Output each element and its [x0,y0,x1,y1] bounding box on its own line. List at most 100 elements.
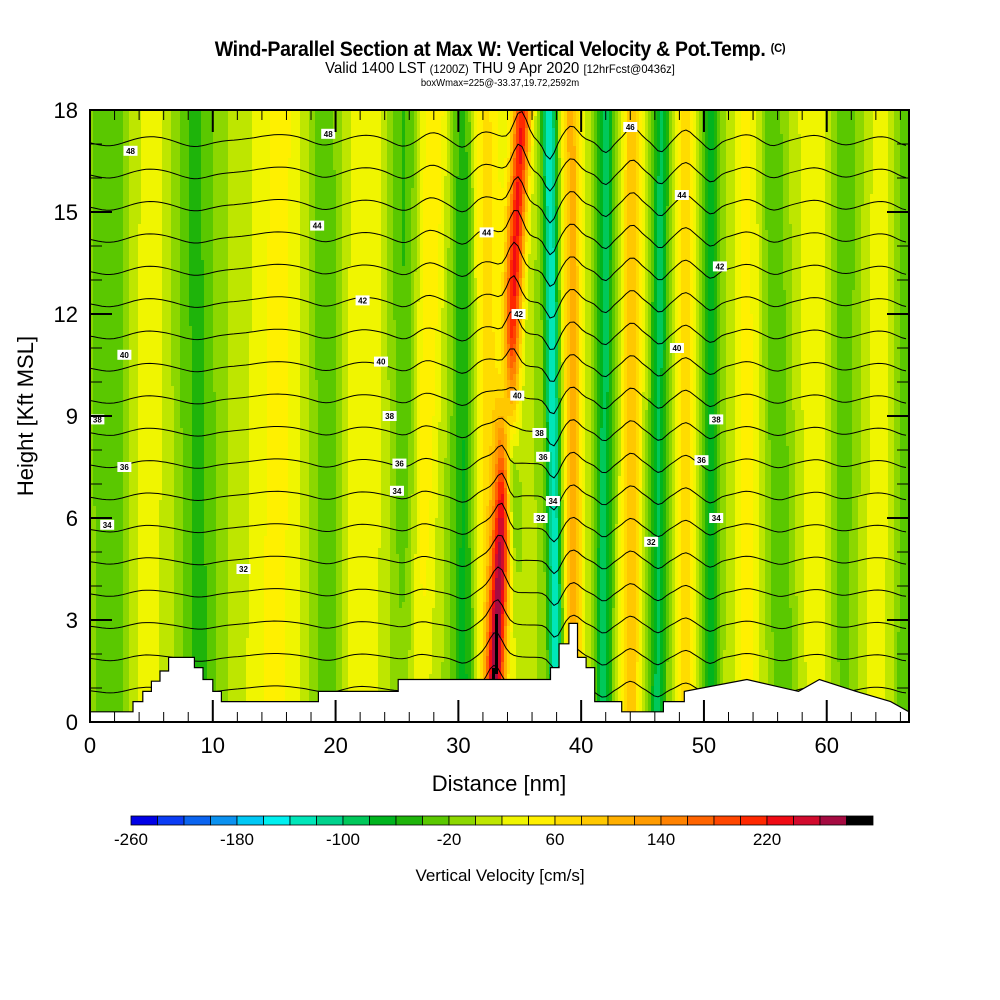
heatmap-cell [492,212,496,219]
heatmap-cell [246,110,250,117]
heatmap-cell [819,116,823,123]
heatmap-cell [315,110,319,117]
heatmap-cell [234,212,238,219]
heatmap-cell [858,182,862,189]
heatmap-cell [621,140,625,147]
heatmap-cell [564,212,568,219]
heatmap-cell [267,140,271,147]
heatmap-cell [891,152,895,159]
heatmap-cell [831,182,835,189]
heatmap-cell [831,206,835,213]
heatmap-cell [195,176,199,183]
heatmap-cell [786,212,790,219]
heatmap-cell [735,152,739,159]
heatmap-cell [342,116,346,123]
heatmap-cell [489,206,493,213]
heatmap-cell [873,128,877,135]
heatmap-cell [747,212,751,219]
heatmap-cell [810,200,814,207]
heatmap-cell [312,176,316,183]
heatmap-cell [141,128,145,135]
heatmap-cell [150,188,154,195]
heatmap-cell [720,182,724,189]
heatmap-cell [306,110,310,117]
heatmap-cell [351,158,355,165]
heatmap-cell [495,170,499,177]
heatmap-cell [726,134,730,141]
heatmap-cell [150,140,154,147]
heatmap-cell [270,218,274,225]
heatmap-cell [831,116,835,123]
heatmap-cell [315,212,319,219]
heatmap-cell [870,212,874,219]
heatmap-cell [204,200,208,207]
heatmap-cell [306,158,310,165]
heatmap-cell [495,188,499,195]
heatmap-cell [879,170,883,177]
heatmap-cell [408,170,412,177]
heatmap-cell [600,170,604,177]
heatmap-cell [123,116,127,123]
heatmap-cell [126,164,130,171]
heatmap-cell [207,200,211,207]
heatmap-cell [246,140,250,147]
heatmap-cell [891,212,895,219]
heatmap-cell [297,116,301,123]
heatmap-cell [330,152,334,159]
heatmap-cell [750,206,754,213]
heatmap-cell [900,170,904,177]
heatmap-cell [807,158,811,165]
heatmap-cell [885,212,889,219]
heatmap-cell [564,110,568,117]
heatmap-cell [519,134,523,141]
heatmap-cell [252,128,256,135]
heatmap-cell [132,122,136,129]
heatmap-cell [426,200,430,207]
heatmap-cell [447,182,451,189]
heatmap-cell [771,188,775,195]
heatmap-cell [660,194,664,201]
heatmap-cell [231,110,235,117]
heatmap-cell [579,170,583,177]
heatmap-cell [642,152,646,159]
heatmap-cell [489,122,493,129]
heatmap-cell [612,140,616,147]
heatmap-cell [282,128,286,135]
heatmap-cell [834,140,838,147]
heatmap-cell [318,134,322,141]
heatmap-cell [555,134,559,141]
heatmap-cell [852,140,856,147]
heatmap-cell [252,212,256,219]
heatmap-cell [312,188,316,195]
heatmap-cell [669,212,673,219]
heatmap-cell [141,212,145,219]
heatmap-cell [837,134,841,141]
heatmap-cell [735,200,739,207]
heatmap-cell [477,206,481,213]
heatmap-cell [345,182,349,189]
heatmap-cell [258,122,262,129]
heatmap-cell [132,182,136,189]
heatmap-cell [177,158,181,165]
heatmap-cell [849,146,853,153]
heatmap-cell [168,206,172,213]
heatmap-cell [528,146,532,153]
heatmap-cell [483,158,487,165]
heatmap-cell [528,140,532,147]
heatmap-cell [765,152,769,159]
heatmap-cell [801,176,805,183]
heatmap-cell [591,116,595,123]
heatmap-cell [594,128,598,135]
heatmap-cell [675,122,679,129]
heatmap-cell [249,128,253,135]
heatmap-cell [444,206,448,213]
heatmap-cell [198,188,202,195]
heatmap-cell [162,128,166,135]
heatmap-cell [768,152,772,159]
heatmap-cell [309,188,313,195]
heatmap-cell [432,158,436,165]
heatmap-cell [771,134,775,141]
heatmap-cell [744,140,748,147]
heatmap-cell [687,176,691,183]
heatmap-cell [795,206,799,213]
